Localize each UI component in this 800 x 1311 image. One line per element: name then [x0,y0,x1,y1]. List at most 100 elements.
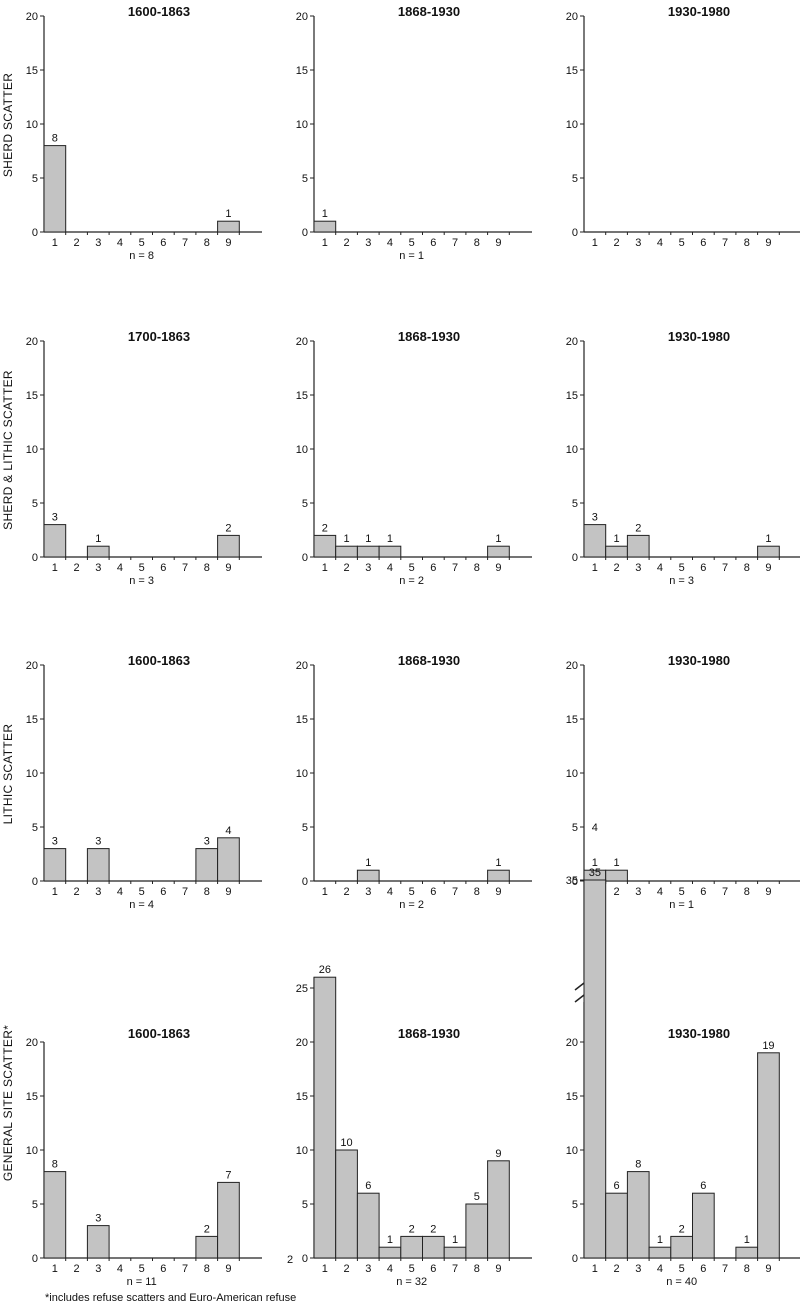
panel-4-1-bar [217,1181,240,1259]
panel-4-2-x-tick-label: 7 [452,1263,458,1275]
panel-4-1-n-label: n = 11 [127,1276,157,1288]
panel-4-1-x-tick-label: 3 [95,1263,101,1275]
panel-3-1-value-label: 3 [204,836,210,848]
panel-4-3-bar [583,879,607,1259]
panel-4-1-x-tick-label: 5 [139,1263,145,1275]
panel-4-1-bar [195,1235,219,1259]
panel-2-3-value-label: 2 [635,522,641,534]
panel-4-2-x-tick-label: 3 [365,1263,371,1275]
panel-3-2-bar [356,869,380,882]
panel-4-1-x-tick-label: 1 [52,1263,58,1275]
panel-2-3-bar [583,524,607,558]
panel-3-3-value-label: 1 [613,857,619,869]
panel-2-2-x-tick-label: 9 [495,562,501,574]
panel-4-3-value-label: 19 [762,1040,774,1052]
panel-1-3-x-tick-label: 1 [592,237,598,249]
panel-4-2-x-tick-label: 1 [322,1263,328,1275]
panel-4-2-value-label: 2 [430,1223,436,1235]
panel-3-2-x-tick-label: 3 [365,886,371,898]
panel-2-3-x-tick-label: 5 [679,562,685,574]
panel-4-2-value-label: 1 [387,1234,393,1246]
panel-4-2-value-label: 2 [409,1223,415,1235]
panel-3-3-x-tick-label: 9 [765,886,771,898]
panel-2-3-y-tick-label: 20 [566,336,578,348]
panel-3-2-x-tick-label: 7 [452,886,458,898]
panel-4-3-n-label: n = 40 [666,1276,697,1288]
panel-1-1-x-tick-label: 4 [117,237,123,249]
panel-4-3-value-label: 35 [589,867,601,879]
panel-4-2-value-label: 9 [495,1148,501,1160]
panel-4-3-value-label: 2 [679,1223,685,1235]
panel-1-2-x-tick-label: 2 [343,237,349,249]
panel-3-2-y-tick-label: 5 [302,822,308,834]
panel-1-3-y-tick-label: 10 [566,119,578,131]
panel-1-1-y-tick-label: 5 [32,173,38,185]
panel-3-1-bar [43,848,67,882]
panel-1-1-x-tick-label: 9 [225,237,231,249]
panel-2-2-x-tick-label: 3 [365,562,371,574]
panel-2-3-x-tick-label: 8 [744,562,750,574]
panel-3-1-x-tick-label: 8 [204,886,210,898]
panel-4-2-bar [313,976,337,1259]
panel-1-3-x-tick-label: 7 [722,237,728,249]
panel-4-1-value-label: 7 [225,1169,231,1181]
row-label: GENERAL SITE SCATTER* [1,1025,15,1181]
panel-3-1-x-tick-label: 7 [182,886,188,898]
panel-3-2-n-label: n = 2 [399,899,424,911]
panel-4-3-y-tick-label: 5 [572,1199,578,1211]
panel-4-3-title: 1930-1980 [668,1026,730,1041]
panel-1-3-y-tick-label: 5 [572,173,578,185]
panel-2-3-y-tick-label: 10 [566,444,578,456]
panel-2-1-bar [217,534,240,558]
panel-3-1-y-tick-label: 5 [32,822,38,834]
panel-4-1-y-tick-label: 5 [32,1199,38,1211]
panel-3-3-x-tick-label: 2 [613,886,619,898]
panel-2-2-x-tick-label: 8 [474,562,480,574]
panel-1-1-x-tick-label: 2 [73,237,79,249]
panel-1-2-x-tick-label: 7 [452,237,458,249]
panel-4-3-y-tick-label: 20 [566,1037,578,1049]
panel-1-2-title: 1868-1930 [398,4,460,19]
panel-1-2-value-label: 1 [322,208,328,220]
panel-4-3-bar [626,1171,650,1259]
panel-2-2-bar [378,545,402,558]
panel-3-3-y-tick-label: 0 [572,876,578,888]
panel-2-2-y-tick-label: 0 [302,552,308,564]
panel-2-2-title: 1868-1930 [398,329,460,344]
panel-3-3-bar [605,869,628,882]
panel-3-3-y-tick-label: 20 [566,660,578,672]
panel-3-2-y-tick-label: 0 [302,876,308,888]
panel-1-1-y-tick-label: 0 [32,227,38,239]
panel-1-3-x-tick-label: 5 [679,237,685,249]
panel-4-3-bar [692,1192,715,1259]
panel-2-3-x-tick-label: 9 [765,562,771,574]
panel-2-1-value-label: 1 [95,533,101,545]
panel-4-1-x-tick-label: 8 [204,1263,210,1275]
panel-4-2-value-label: 26 [319,964,331,976]
panel-1-1-x-tick-label: 7 [182,237,188,249]
panel-4-3-value-label: 6 [700,1180,706,1192]
panel-2-3-title: 1930-1980 [668,329,730,344]
panel-4-2-value-label: 6 [365,1180,371,1192]
panel-1-2-x-tick-label: 9 [495,237,501,249]
panel-3-3-x-tick-label: 7 [722,886,728,898]
panel-3-1-n-label: n = 4 [129,899,154,911]
panel-2-2-bar [356,545,380,558]
panel-3-3-x-tick-label: 4 [657,886,663,898]
panel-2-1-title: 1700-1863 [128,329,190,344]
panel-3-2-x-tick-label: 5 [409,886,415,898]
panel-4-3-bar [735,1246,759,1259]
panel-4-2-x-tick-label: 2 [343,1263,349,1275]
panel-3-1-y-tick-label: 15 [26,714,38,726]
panel-4-2-bar [400,1235,423,1259]
panel-4-1-title: 1600-1863 [128,1026,190,1041]
panel-2-3-y-tick-label: 15 [566,390,578,402]
panel-2-1-x-tick-label: 8 [204,562,210,574]
panel-3-2-x-tick-label: 6 [430,886,436,898]
panel-2-3-y-tick-label: 0 [572,552,578,564]
panel-1-1-y-tick-label: 20 [26,11,38,23]
panel-1-1-value-label: 1 [225,208,231,220]
panel-4-3-y-tick-label: 35 [566,875,578,887]
panel-2-2-y-tick-label: 10 [296,444,308,456]
panel-4-3-y-tick-label: 15 [566,1091,578,1103]
